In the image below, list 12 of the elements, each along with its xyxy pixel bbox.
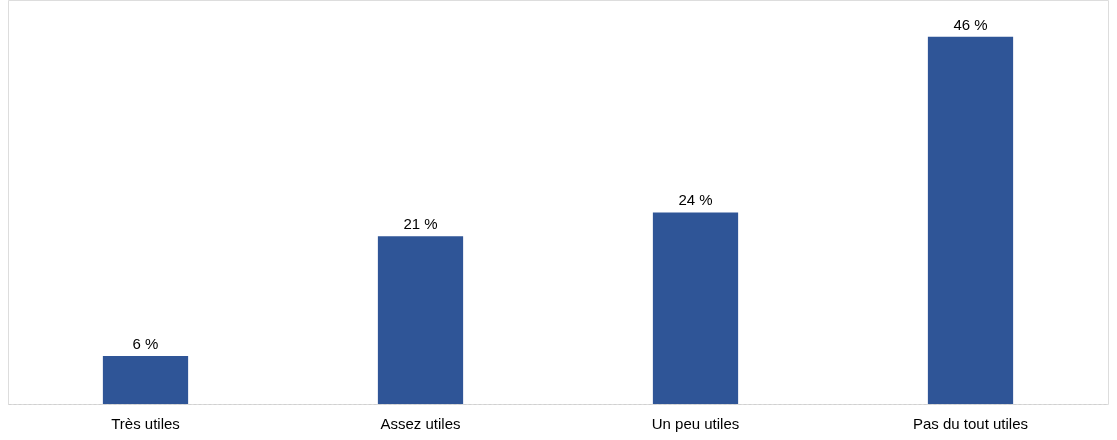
data-label: 21 % [403, 215, 438, 233]
data-label: 24 % [678, 191, 713, 209]
data-label: 6 % [132, 335, 159, 353]
x-tick-label: Un peu utiles [651, 414, 740, 432]
bar [652, 212, 739, 404]
x-tick-label: Assez utiles [380, 414, 461, 432]
bar [377, 236, 464, 404]
x-tick-label: Très utiles [111, 414, 180, 432]
bar [927, 36, 1014, 404]
x-tick-label: Pas du tout utiles [912, 414, 1029, 432]
bar [102, 356, 189, 404]
data-label: 46 % [953, 15, 988, 33]
